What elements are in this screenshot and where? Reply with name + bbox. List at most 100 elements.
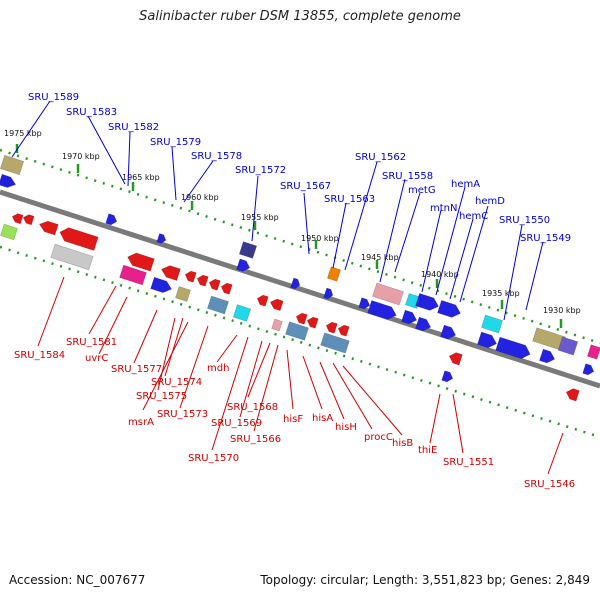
gene-label: hisH: [335, 422, 357, 433]
callout-line: [211, 336, 249, 451]
gene-feature-block: [401, 309, 418, 325]
callout-line: [142, 321, 189, 411]
callout-line: [452, 393, 464, 454]
gene-feature-block: [295, 312, 308, 325]
gene-feature-block: [0, 173, 17, 188]
gene-feature-block: [415, 316, 432, 332]
gene-feature-block: [160, 265, 181, 281]
callout-line: [87, 115, 126, 185]
callout-line: [11, 100, 51, 158]
gene-feature-block: [323, 287, 334, 300]
kbp-ticks: 1975 kbp 1970 kbp 1965 kbp 1960 kbp 1955…: [4, 129, 581, 328]
kbp-label: 1930 kbp: [543, 306, 581, 315]
gene-feature-block: [156, 233, 167, 244]
gene-feature-block: [271, 318, 283, 332]
gene-label: SRU_1569: [211, 418, 262, 429]
gene-feature-block: [358, 297, 371, 310]
gene-feature-block: [22, 214, 35, 226]
callout-line: [525, 241, 544, 311]
gene-label: SRU_1567: [280, 181, 331, 192]
gene-label: SRU_1550: [499, 215, 550, 226]
callout-line: [179, 325, 209, 409]
gene-feature-block: [236, 258, 251, 272]
gene-label: hisB: [392, 438, 413, 449]
gene-feature-block: [232, 304, 252, 322]
gene-label: hemD: [475, 196, 505, 207]
gene-feature-block: [441, 370, 454, 383]
callout-line: [303, 192, 310, 255]
callout-line: [133, 309, 158, 364]
callout-line: [332, 202, 347, 269]
gene-label: mtnN: [430, 203, 457, 214]
gene-label: hemA: [451, 179, 480, 190]
callout-line: [127, 131, 131, 187]
gene-feature-block: [367, 300, 397, 320]
gene-feature-block: [437, 300, 461, 318]
gene-label: hisF: [283, 414, 303, 425]
callout-line: [503, 224, 523, 321]
gene-label: SRU_1574: [151, 377, 202, 388]
gene-feature-block: [208, 278, 221, 291]
gene-feature-block: [582, 363, 595, 376]
gene-feature-block: [539, 348, 556, 364]
kbp-label: 1935 kbp: [482, 289, 520, 298]
gene-label: SRU_1558: [382, 171, 433, 182]
genome-backbone: [0, 189, 600, 389]
gene-label: metG: [408, 185, 436, 196]
map-title: Salinibacter ruber DSM 13855, complete g…: [139, 9, 461, 24]
gene-feature-block: [327, 266, 341, 282]
callout-line: [286, 349, 294, 410]
callout-line: [157, 317, 176, 391]
accession-label: Accession: NC_007677: [9, 573, 146, 587]
callout-line: [37, 276, 65, 347]
callout-line: [379, 178, 406, 283]
kbp-label: 1975 kbp: [4, 129, 42, 138]
callout-line: [332, 362, 373, 430]
gene-feature-block: [50, 243, 94, 271]
callout-line: [421, 209, 442, 293]
gene-label: SRU_1578: [191, 151, 242, 162]
callout-line: [435, 186, 466, 296]
gene-label: hemC: [459, 211, 488, 222]
gene-feature-block: [337, 324, 350, 337]
callout-line: [216, 334, 238, 363]
gene-feature-block: [481, 314, 503, 334]
callout-line: [88, 285, 117, 335]
callout-line: [251, 175, 259, 242]
callout-line: [342, 365, 403, 436]
gene-feature-block: [477, 331, 497, 349]
gene-feature-block: [38, 220, 59, 236]
gene-feature-block: [306, 316, 319, 329]
gene-label: SRU_1568: [227, 402, 278, 413]
genome-stats-label: Topology: circular; Length: 3,551,823 bp…: [260, 573, 590, 587]
gene-label: mdh: [207, 363, 229, 374]
gene-feature-block: [565, 388, 580, 402]
kbp-label: 1945 kbp: [361, 253, 399, 262]
callout-line: [449, 218, 474, 300]
gene-label: SRU_1579: [150, 137, 201, 148]
gene-label: SRU_1572: [235, 165, 286, 176]
kbp-label: 1940 kbp: [421, 270, 459, 279]
gene-feature-block: [238, 241, 258, 259]
gene-feature-block: [119, 264, 147, 286]
callout-line: [171, 146, 177, 201]
callout-line: [319, 361, 345, 420]
gene-feature-block: [196, 274, 209, 287]
gene-feature-block: [440, 324, 457, 340]
gene-feature-block: [557, 336, 579, 356]
gene-feature-block: [207, 295, 229, 315]
gene-label: SRU_1573: [157, 409, 208, 420]
gene-features: [0, 154, 600, 402]
callout-line: [247, 342, 271, 398]
callout-line: [429, 393, 441, 444]
kbp-label: 1960 kbp: [181, 193, 219, 202]
gene-label: SRU_1566: [230, 434, 281, 445]
gene-label: SRU_1584: [14, 350, 65, 361]
gene-label: SRU_1583: [66, 107, 117, 118]
gene-feature-block: [290, 277, 301, 290]
gene-feature-block: [184, 270, 197, 283]
gene-feature-block: [11, 213, 24, 225]
gene-label: SRU_1551: [443, 457, 494, 468]
gene-label: uvrC: [85, 353, 108, 364]
